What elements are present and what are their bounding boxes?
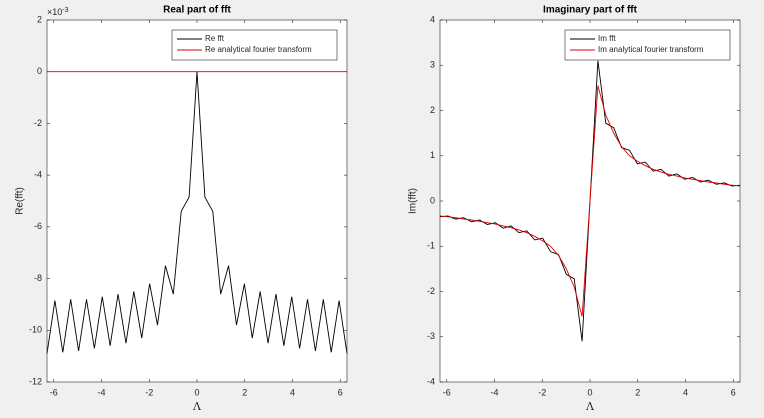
y-tick-label: -6 — [34, 221, 42, 231]
y-tick-label: -3 — [427, 331, 435, 341]
x-tick-label: -6 — [50, 387, 58, 397]
multiplier-base: ×10 — [47, 7, 62, 17]
y-tick-label: 2 — [430, 105, 435, 115]
x-tick-label: 4 — [683, 387, 688, 397]
y-tick-label: -10 — [29, 325, 42, 335]
x-tick-label: -6 — [443, 387, 451, 397]
x-tick-label: 2 — [242, 387, 247, 397]
x-tick-label: -4 — [490, 387, 498, 397]
x-tick-label: -4 — [97, 387, 105, 397]
legend-label: Im fft — [598, 34, 616, 43]
x-tick-label: 0 — [587, 387, 592, 397]
legend-label: Im analytical fourier transform — [598, 45, 704, 54]
multiplier-exponent: -3 — [62, 7, 68, 14]
axes-box — [46, 19, 348, 383]
y-tick-label: -2 — [34, 118, 42, 128]
y-tick-label: -12 — [29, 376, 42, 386]
chart-title: Imaginary part of fft — [543, 5, 638, 16]
y-tick-label: -1 — [427, 241, 435, 251]
y-tick-label: -8 — [34, 273, 42, 283]
x-tick-label: 6 — [338, 387, 343, 397]
legend-label: Re fft — [205, 34, 225, 43]
chart-title: Real part of fft — [163, 5, 231, 16]
y-axis-label: Re(fft) — [15, 187, 26, 215]
x-tick-label: 4 — [290, 387, 295, 397]
legend-box — [564, 29, 731, 61]
x-tick-label: 6 — [731, 387, 736, 397]
y-tick-label: -4 — [427, 376, 435, 386]
data-line — [439, 85, 741, 317]
x-tick-label: 2 — [635, 387, 640, 397]
y-tick-label: 0 — [37, 66, 42, 76]
y-axis-label: Im(fft) — [408, 188, 419, 214]
y-tick-label: 4 — [430, 14, 435, 24]
axes-box — [439, 19, 741, 383]
y-tick-label: 3 — [430, 60, 435, 70]
legend-label: Re analytical fourier transform — [205, 45, 312, 54]
y-multiplier: ×10-3 — [47, 7, 69, 18]
legend-box — [171, 29, 338, 61]
y-tick-label: 1 — [430, 150, 435, 160]
x-axis-label: Λ — [192, 400, 202, 413]
axes-background — [47, 20, 347, 382]
y-tick-label: 0 — [430, 195, 435, 205]
x-tick-label: -2 — [145, 387, 153, 397]
y-tick-label: -2 — [427, 286, 435, 296]
x-axis-label: Λ — [585, 400, 595, 413]
x-tick-label: 0 — [194, 387, 199, 397]
y-tick-label: -4 — [34, 170, 42, 180]
y-tick-label: 2 — [37, 14, 42, 24]
x-tick-label: -2 — [538, 387, 546, 397]
